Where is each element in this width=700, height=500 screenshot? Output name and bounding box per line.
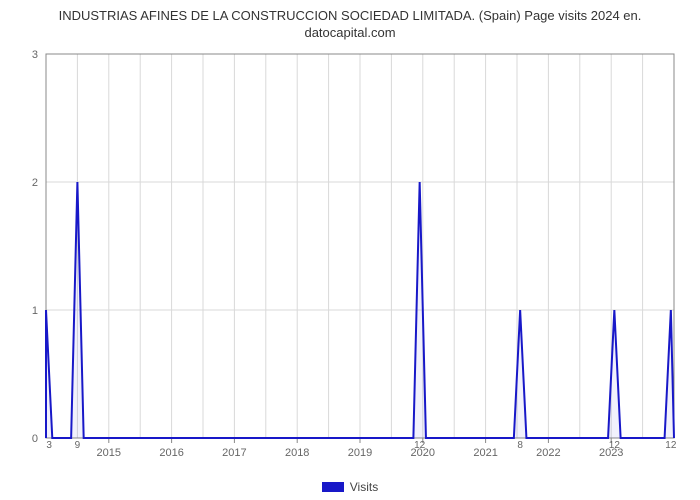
svg-text:2018: 2018 [285,447,309,459]
chart-container: 0123201520162017201820192020202120222023… [0,42,700,478]
title-line1: INDUSTRIAS AFINES DE LA CONSTRUCCION SOC… [59,8,642,23]
title-line2: datocapital.com [304,25,395,40]
chart-title: INDUSTRIAS AFINES DE LA CONSTRUCCION SOC… [0,0,700,42]
svg-text:2021: 2021 [473,447,497,459]
svg-text:2: 2 [32,177,38,189]
legend-label: Visits [350,480,378,494]
svg-text:8: 8 [517,440,523,451]
svg-text:2015: 2015 [97,447,121,459]
svg-text:12: 12 [609,440,621,451]
svg-text:2017: 2017 [222,447,246,459]
svg-text:2019: 2019 [348,447,372,459]
svg-text:2016: 2016 [159,447,183,459]
svg-text:2022: 2022 [536,447,560,459]
legend-swatch [322,482,344,492]
svg-text:9: 9 [75,440,81,451]
svg-text:3: 3 [32,49,38,61]
svg-text:1: 1 [32,305,38,317]
svg-text:12: 12 [665,440,677,451]
svg-text:3: 3 [46,440,52,451]
visits-line-chart: 0123201520162017201820192020202120222023… [10,48,680,466]
svg-text:0: 0 [32,433,38,445]
svg-text:12: 12 [414,440,426,451]
legend: Visits [0,478,700,500]
